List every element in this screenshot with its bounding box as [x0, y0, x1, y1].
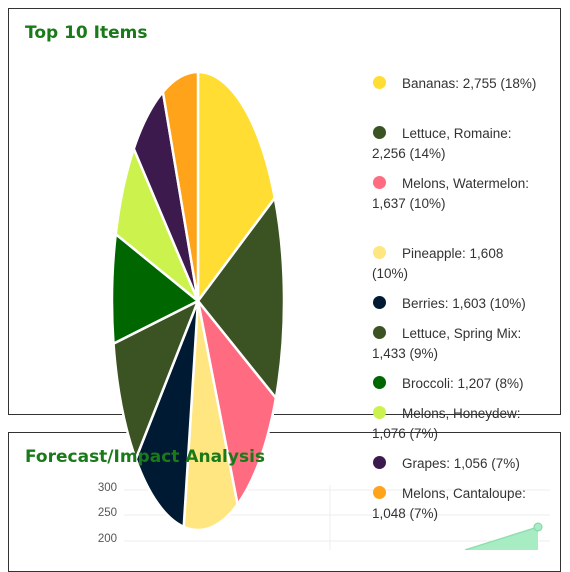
legend-label: Bananas: 2,755 (18%) [402, 76, 537, 91]
pie-slice-6[interactable] [110, 232, 200, 345]
forecast-line [464, 526, 539, 551]
forecast-title: Forecast/Impact Analysis [25, 447, 266, 467]
legend-label: Pineapple: 1,608 (10%) [372, 246, 504, 281]
legend-item[interactable]: Lettuce, Romaine: 2,256 (14%) [372, 124, 542, 164]
legend-item[interactable]: Pineapple: 1,608 (10%) [372, 244, 542, 284]
y-tick-label: 300 [97, 482, 117, 494]
legend-item[interactable]: Berries: 1,603 (10%) [372, 294, 542, 314]
legend-swatch [373, 176, 386, 189]
legend-label: Grapes: 1,056 (7%) [402, 456, 520, 471]
pie-slice-1[interactable] [196, 196, 286, 400]
legend-item[interactable]: Melons, Watermelon: 1,637 (10%) [372, 174, 542, 214]
legend-label: Melons, Watermelon: 1,637 (10%) [372, 176, 530, 211]
legend-item[interactable]: Melons, Cantaloupe: 1,048 (7%) [372, 484, 542, 524]
legend-swatch [373, 246, 386, 259]
pie-slice-4[interactable] [134, 299, 200, 529]
legend-item[interactable]: Bananas: 2,755 (18%) [372, 74, 542, 94]
legend-swatch [373, 376, 386, 389]
top-items-panel: Top 10 Items [8, 8, 561, 415]
pie-slice-0[interactable] [196, 70, 277, 303]
legend-swatch [373, 456, 386, 469]
top-items-pie-chart [110, 70, 286, 532]
pie-slice-5[interactable] [112, 299, 200, 461]
legend-swatch [373, 486, 386, 499]
legend-swatch [373, 296, 386, 309]
legend-item[interactable]: Melons, Honeydew: 1,076 (7%) [372, 404, 542, 444]
legend-item[interactable]: Lettuce, Spring Mix: 1,433 (9%) [372, 324, 542, 364]
pie-slice-2[interactable] [196, 299, 278, 506]
legend-swatch [373, 126, 386, 139]
legend-swatch [373, 76, 386, 89]
legend-label: Broccoli: 1,207 (8%) [402, 376, 524, 391]
legend-label: Melons, Cantaloupe: 1,048 (7%) [372, 486, 526, 521]
top-items-title: Top 10 Items [25, 23, 148, 43]
pie-slice-9[interactable] [161, 70, 200, 303]
legend-swatch [373, 406, 386, 419]
legend-label: Lettuce, Spring Mix: 1,433 (9%) [372, 326, 522, 361]
forecast-chart: 300 250 200 [60, 480, 560, 551]
legend-swatch [373, 326, 386, 339]
legend-item[interactable]: Broccoli: 1,207 (8%) [372, 374, 542, 394]
pie-slice-3[interactable] [182, 299, 239, 532]
legend-label: Lettuce, Romaine: 2,256 (14%) [372, 126, 512, 161]
legend-item[interactable]: Grapes: 1,056 (7%) [372, 454, 542, 474]
forecast-point[interactable] [533, 522, 543, 532]
y-tick-label: 250 [97, 507, 117, 519]
y-tick-label: 200 [97, 533, 117, 545]
legend-label: Melons, Honeydew: 1,076 (7%) [372, 406, 521, 441]
legend-label: Berries: 1,603 (10%) [402, 296, 526, 311]
